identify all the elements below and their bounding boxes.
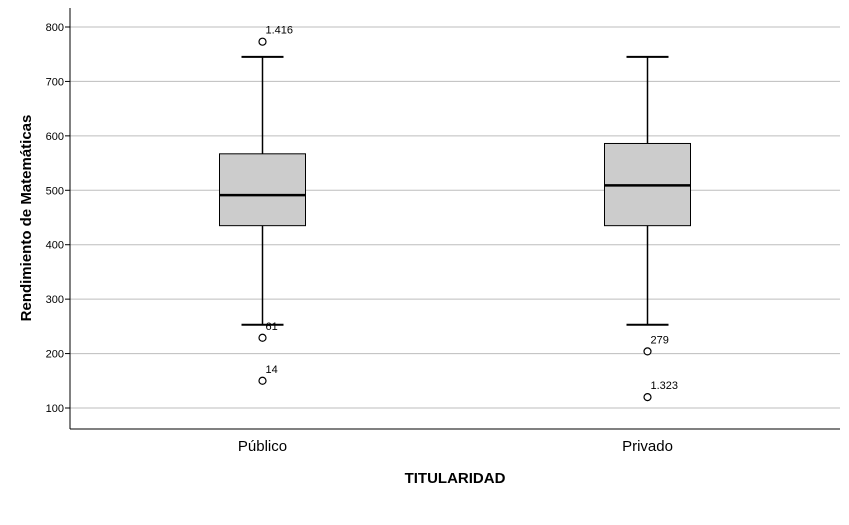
x-axis-title: TITULARIDAD <box>405 470 506 487</box>
y-tick-label: 500 <box>46 185 64 197</box>
outlier-label: 1.323 <box>651 380 679 392</box>
x-tick-label: Privado <box>622 438 673 455</box>
y-tick-label: 700 <box>46 76 64 88</box>
y-axis-title: Rendimiento de Matemáticas <box>18 115 35 322</box>
y-tick-label: 400 <box>46 240 64 252</box>
y-tick-label: 300 <box>46 294 64 306</box>
outlier-label: 61 <box>266 321 278 333</box>
outlier-point <box>258 37 267 46</box>
outlier-label: 14 <box>266 364 278 376</box>
y-tick-label: 100 <box>46 403 64 415</box>
outlier-point <box>258 376 267 385</box>
box-público: 1.416 61 14 <box>219 25 306 385</box>
outlier-point <box>258 333 267 342</box>
y-tick-label: 800 <box>46 22 64 34</box>
boxes: 1.416 61 14 279 1.323 <box>219 25 691 402</box>
y-tick-label: 200 <box>46 349 64 361</box>
x-tick-label: Público <box>238 438 287 455</box>
outlier-label: 279 <box>651 334 669 346</box>
y-tick-label: 600 <box>46 131 64 143</box>
iqr-box <box>219 153 306 227</box>
outlier-label: 1.416 <box>266 25 294 37</box>
outlier-point <box>643 393 652 402</box>
box-privado: 279 1.323 <box>604 55 691 402</box>
axes: 100 200 300 400 500 600 700 800 Público Privado <box>46 8 840 455</box>
grid-lines <box>70 26 840 409</box>
outlier-point <box>643 347 652 356</box>
